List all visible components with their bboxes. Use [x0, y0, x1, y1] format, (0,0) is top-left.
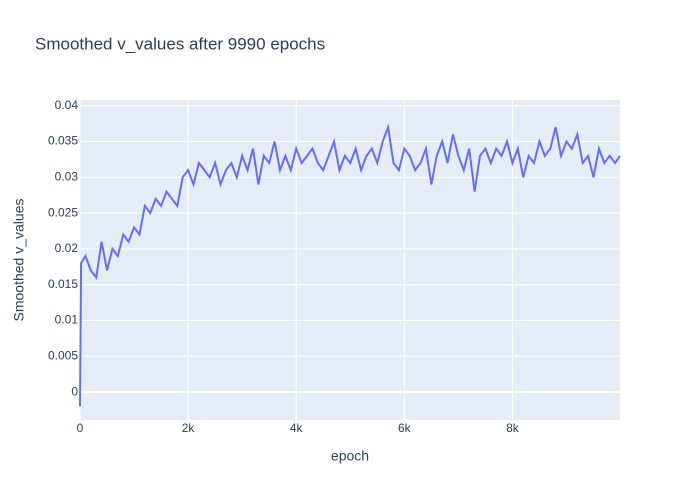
chart-title: Smoothed v_values after 9990 epochs — [35, 34, 325, 53]
y-tick-label: 0.02 — [55, 241, 79, 255]
x-axis-title: epoch — [331, 448, 369, 464]
data-line — [79, 123, 621, 407]
y-tick-label: 0.035 — [48, 134, 78, 148]
y-tick-label: 0.01 — [55, 313, 79, 327]
x-tick-label: 6k — [398, 421, 412, 435]
x-tick-label: 8k — [506, 421, 520, 435]
x-tick-label: 2k — [182, 421, 196, 435]
x-tick-label: 4k — [290, 421, 304, 435]
y-tick-label: 0.015 — [48, 277, 78, 291]
y-tick-label: 0 — [71, 384, 78, 398]
y-tick-label: 0.04 — [55, 98, 79, 112]
y-axis-title: Smoothed v_values — [11, 199, 27, 322]
plot-area — [80, 100, 620, 420]
y-tick-label: 0.03 — [55, 169, 79, 183]
y-tick-label: 0.025 — [48, 205, 78, 219]
x-tick-label: 0 — [77, 421, 84, 435]
y-tick-label: 0.005 — [48, 348, 78, 362]
